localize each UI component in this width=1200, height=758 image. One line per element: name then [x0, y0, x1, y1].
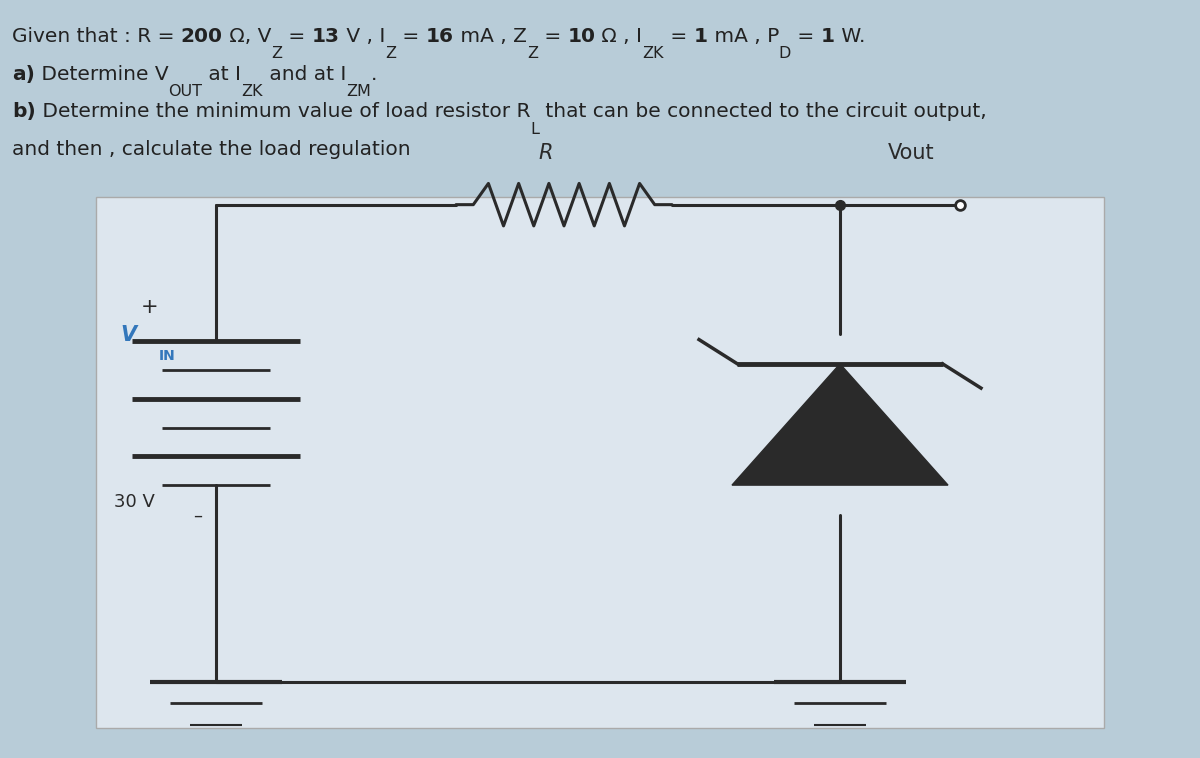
- Text: L: L: [530, 122, 539, 137]
- Text: and then , calculate the load regulation: and then , calculate the load regulation: [12, 140, 410, 159]
- Text: Determine V: Determine V: [35, 64, 168, 83]
- Text: W.: W.: [835, 27, 865, 45]
- Text: =: =: [664, 27, 694, 45]
- Text: V: V: [120, 325, 136, 345]
- Text: IN: IN: [158, 349, 175, 363]
- Text: Ω , I: Ω , I: [595, 27, 642, 45]
- Text: and at I: and at I: [263, 64, 347, 83]
- Text: V , I: V , I: [340, 27, 385, 45]
- Polygon shape: [732, 364, 948, 485]
- Text: =: =: [282, 27, 312, 45]
- Text: ZK: ZK: [642, 46, 664, 61]
- Text: Given that : R =: Given that : R =: [12, 27, 181, 45]
- Text: Z: Z: [271, 46, 282, 61]
- Text: ZK: ZK: [241, 84, 263, 99]
- Text: 1: 1: [821, 27, 835, 45]
- Text: ZM: ZM: [347, 84, 371, 99]
- Text: 30 V: 30 V: [114, 493, 155, 511]
- Text: –: –: [193, 506, 203, 525]
- Text: Vout: Vout: [888, 143, 935, 163]
- Text: Z: Z: [527, 46, 538, 61]
- Text: +: +: [142, 297, 158, 317]
- Text: mA , P: mA , P: [708, 27, 779, 45]
- Text: 10: 10: [568, 27, 595, 45]
- Text: =: =: [396, 27, 426, 45]
- Text: .: .: [371, 64, 378, 83]
- FancyBboxPatch shape: [96, 197, 1104, 728]
- Text: b): b): [12, 102, 36, 121]
- Text: 200: 200: [181, 27, 223, 45]
- Text: mA , Z: mA , Z: [454, 27, 527, 45]
- Text: Determine the minimum value of load resistor R: Determine the minimum value of load resi…: [36, 102, 530, 121]
- Text: a): a): [12, 64, 35, 83]
- Text: Ω, V: Ω, V: [223, 27, 271, 45]
- Text: R: R: [539, 143, 553, 163]
- Text: at I: at I: [203, 64, 241, 83]
- Text: that can be connected to the circuit output,: that can be connected to the circuit out…: [539, 102, 986, 121]
- Text: 13: 13: [312, 27, 340, 45]
- Text: 16: 16: [426, 27, 454, 45]
- Text: D: D: [779, 46, 791, 61]
- Text: Z: Z: [385, 46, 396, 61]
- Text: 1: 1: [694, 27, 708, 45]
- Text: =: =: [538, 27, 568, 45]
- Text: =: =: [791, 27, 821, 45]
- Text: OUT: OUT: [168, 84, 203, 99]
